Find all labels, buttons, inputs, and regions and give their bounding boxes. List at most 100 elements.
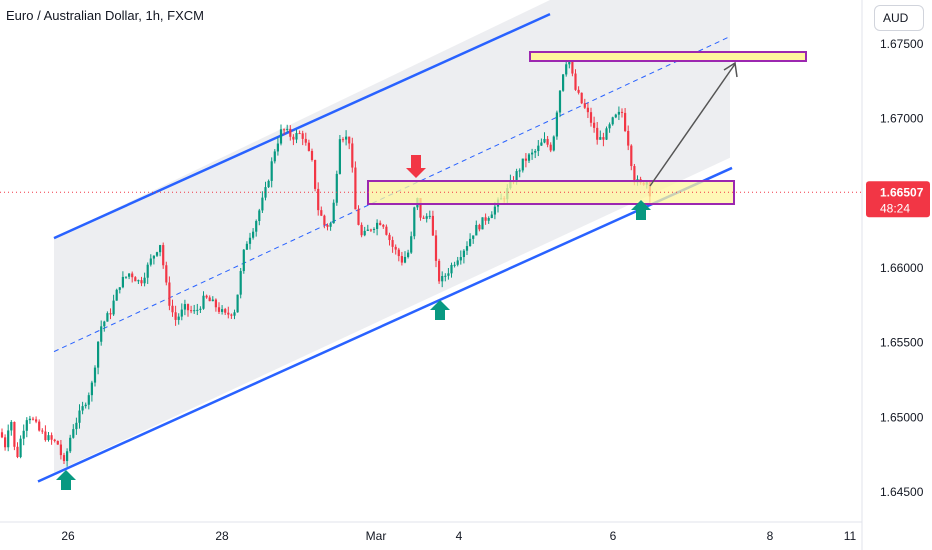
candle-body <box>121 276 124 288</box>
candle-body <box>193 310 196 312</box>
candle-body <box>571 61 574 74</box>
candle-body <box>379 222 382 225</box>
candle-body <box>521 158 524 171</box>
candle-body <box>35 419 38 422</box>
projection-arrow-line[interactable] <box>649 63 736 187</box>
candle-body <box>66 451 69 462</box>
channel-upper-line[interactable] <box>53 12 551 240</box>
candle-body <box>558 90 562 113</box>
channel-fill <box>54 0 730 473</box>
candle-body <box>540 142 543 146</box>
candle-body <box>106 313 109 322</box>
candle-body <box>453 264 456 266</box>
candle-body <box>620 111 624 113</box>
candle-body <box>205 295 208 298</box>
candle-body <box>425 216 428 219</box>
candle-body <box>221 309 224 312</box>
up-arrow-marker <box>631 200 651 220</box>
candle-body <box>428 215 431 217</box>
candle-body <box>41 430 44 432</box>
candle-body <box>400 256 403 263</box>
candle-body <box>75 422 78 430</box>
candle-body <box>524 158 527 161</box>
candle-body <box>242 249 245 272</box>
candle-body <box>574 73 577 90</box>
candle-body <box>475 224 478 236</box>
y-tick-label: 1.66000 <box>880 261 924 275</box>
candle-body <box>568 61 571 65</box>
down-arrow-marker <box>406 155 426 178</box>
candle-body <box>224 309 227 313</box>
candle-body <box>438 260 441 282</box>
currency-button[interactable]: AUD <box>874 5 924 31</box>
up-arrow-marker <box>430 300 450 320</box>
candle-body <box>611 117 614 125</box>
candle-body <box>115 289 118 301</box>
candle-body <box>407 252 410 257</box>
candle-body <box>444 275 447 277</box>
y-tick-label: 1.67500 <box>880 37 924 51</box>
candle-body <box>264 187 267 198</box>
candle-body <box>487 218 490 221</box>
candle-body <box>16 446 19 458</box>
candle-body <box>562 74 565 91</box>
candle-body <box>44 431 47 441</box>
candle-body <box>586 107 589 113</box>
candle-body <box>345 136 348 140</box>
candle-body <box>78 410 81 423</box>
projection-arrow-head <box>723 61 738 78</box>
candle-body <box>456 260 459 265</box>
channel-lower-line[interactable] <box>37 166 733 483</box>
candle-body <box>276 143 279 152</box>
y-tick-label: 1.64500 <box>880 485 924 499</box>
candle-body <box>397 249 400 257</box>
candle-body <box>617 111 620 115</box>
candle-body <box>304 138 307 143</box>
candle-body <box>593 122 596 128</box>
candle-body <box>28 418 31 421</box>
candle-body <box>0 432 4 438</box>
candle-body <box>273 151 276 162</box>
candle-body <box>326 224 329 227</box>
resistance-zone[interactable] <box>529 51 807 62</box>
x-tick-label: 11 <box>844 529 857 543</box>
candle-body <box>279 129 283 144</box>
candle-body <box>403 256 407 263</box>
candle-body <box>143 277 146 284</box>
current-price-value: 1.66507 <box>880 185 924 199</box>
candle-body <box>301 133 304 139</box>
candle-body <box>493 206 496 215</box>
current-price-badge: 1.66507 48:24 <box>866 181 930 218</box>
x-tick-label: 4 <box>456 529 463 543</box>
candle-body <box>199 308 202 310</box>
x-tick-label: 6 <box>610 529 617 543</box>
candle-body <box>233 312 236 316</box>
candle-body <box>190 310 193 312</box>
candle-body <box>69 437 72 452</box>
candle-body <box>583 103 586 108</box>
x-tick-label: 28 <box>215 529 229 543</box>
candle-body <box>320 210 323 216</box>
candle-body <box>155 252 159 256</box>
candle-body <box>596 127 599 140</box>
support-zone[interactable] <box>367 180 735 205</box>
candle-body <box>283 129 286 131</box>
candle-body <box>112 300 115 315</box>
candle-body <box>25 420 28 431</box>
candle-body <box>363 230 366 236</box>
candle-body <box>608 124 611 129</box>
candle-body <box>258 210 261 222</box>
candle-body <box>31 418 35 420</box>
candle-body <box>543 138 546 143</box>
candle-body <box>323 215 326 225</box>
candle-body <box>128 273 131 277</box>
candle-body <box>462 250 465 258</box>
candle-body <box>357 209 360 225</box>
candle-body <box>614 114 617 118</box>
candle-body <box>255 221 258 232</box>
candle-body <box>22 430 25 439</box>
candle-body <box>214 299 217 308</box>
candle-body <box>196 309 199 311</box>
candle-body <box>391 240 394 247</box>
